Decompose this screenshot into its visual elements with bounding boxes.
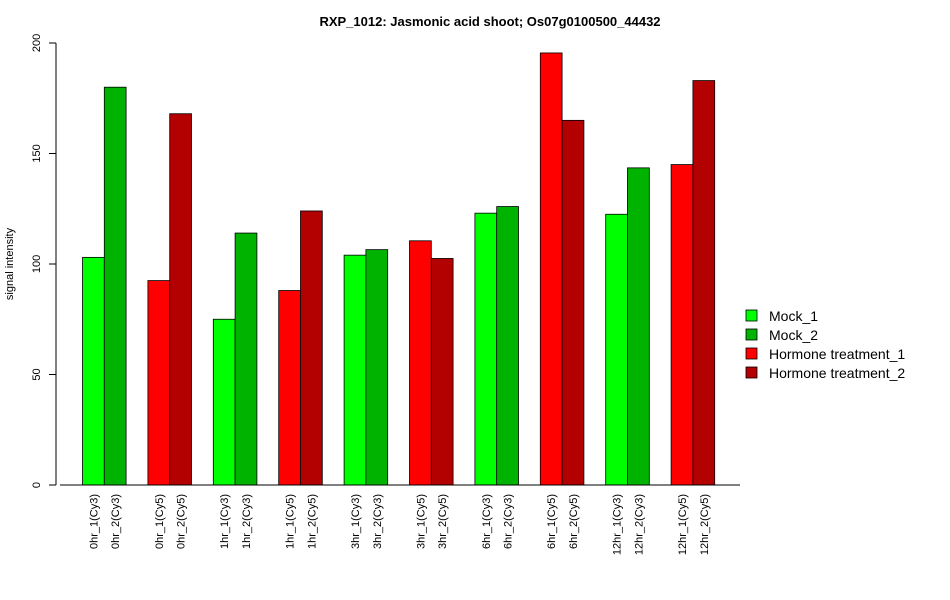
legend-label: Hormone treatment_1	[769, 346, 905, 362]
bar-6hr_1(Cy5)	[539, 52, 563, 486]
bar-3hr_2(Cy5)	[430, 258, 454, 486]
y-tick-label: 100	[31, 255, 43, 273]
x-tick-label: 3hr_1(Cy5)	[415, 494, 427, 549]
y-tick-label: 0	[31, 482, 43, 488]
x-tick-label: 1hr_1(Cy3)	[219, 494, 231, 549]
bar-1hr_2(Cy5)	[300, 210, 323, 486]
y-tick-label: 150	[31, 144, 43, 162]
bar-0hr_1(Cy5)	[147, 280, 171, 486]
legend: Mock_1 Mock_2 Hormone treatment_1 Hormone t…	[745, 308, 905, 381]
x-tick-label: 12hr_2(Cy5)	[699, 494, 711, 555]
legend-swatch	[745, 366, 758, 379]
x-tick-label: 3hr_2(Cy5)	[437, 494, 449, 549]
bars	[82, 52, 716, 486]
bar-12hr_1(Cy5)	[670, 164, 694, 486]
bar-12hr_2(Cy3)	[627, 167, 650, 486]
chart-title: RXP_1012: Jasmonic acid shoot; Os07g0100…	[319, 14, 660, 29]
legend-label: Mock_2	[769, 327, 818, 343]
x-tick-label: 12hr_2(Cy3)	[633, 494, 645, 555]
x-tick-label: 0hr_1(Cy3)	[88, 494, 100, 549]
legend-label: Hormone treatment_2	[769, 365, 905, 381]
bar-0hr_2(Cy5)	[169, 113, 192, 486]
x-tick-label: 3hr_2(Cy3)	[372, 494, 384, 549]
bar-1hr_2(Cy3)	[234, 232, 258, 486]
x-axis: 0hr_1(Cy3) 0hr_2(Cy3) 0hr_1(Cy5) 0hr_2(Cy5)…	[60, 484, 740, 555]
y-axis-label: signal intensity	[4, 227, 16, 300]
x-tick-label: 1hr_2(Cy3)	[241, 494, 253, 549]
x-tick-label: 1hr_2(Cy5)	[306, 494, 318, 549]
bar-12hr_1(Cy3)	[605, 213, 628, 486]
x-tick-label: 1hr_1(Cy5)	[285, 494, 297, 549]
bar-3hr_1(Cy5)	[409, 240, 432, 486]
legend-swatch	[745, 347, 758, 360]
x-tick-label: 6hr_1(Cy3)	[481, 494, 493, 549]
bar-0hr_2(Cy3)	[103, 86, 127, 486]
x-tick-label: 12hr_1(Cy3)	[612, 494, 624, 555]
bar-1hr_1(Cy5)	[278, 290, 301, 486]
bar-6hr_1(Cy3)	[474, 212, 498, 486]
bar-6hr_2(Cy5)	[561, 119, 585, 486]
legend-label: Mock_1	[769, 308, 818, 324]
y-tick-label: 50	[31, 368, 43, 380]
x-tick-label: 0hr_2(Cy5)	[176, 494, 188, 549]
x-tick-label: 0hr_1(Cy5)	[154, 494, 166, 549]
x-tick-label: 0hr_2(Cy3)	[110, 494, 122, 549]
bar-6hr_2(Cy3)	[496, 206, 519, 486]
x-tick-label: 12hr_1(Cy5)	[677, 494, 689, 555]
bar-0hr_1(Cy3)	[82, 256, 105, 486]
bar-1hr_1(Cy3)	[212, 318, 236, 486]
x-tick-label: 3hr_1(Cy3)	[350, 494, 362, 549]
bar-3hr_1(Cy3)	[343, 254, 367, 486]
x-tick-label: 6hr_2(Cy3)	[503, 494, 515, 549]
bar-12hr_2(Cy5)	[692, 80, 716, 486]
x-tick-label: 6hr_2(Cy5)	[568, 494, 580, 549]
x-tick-label: 6hr_1(Cy5)	[546, 494, 558, 549]
legend-swatch	[745, 328, 758, 341]
y-tick-label: 200	[31, 34, 43, 52]
legend-swatch	[745, 309, 758, 322]
bar-3hr_2(Cy3)	[365, 249, 389, 486]
y-axis: 0 50 100 150 200	[31, 34, 57, 488]
